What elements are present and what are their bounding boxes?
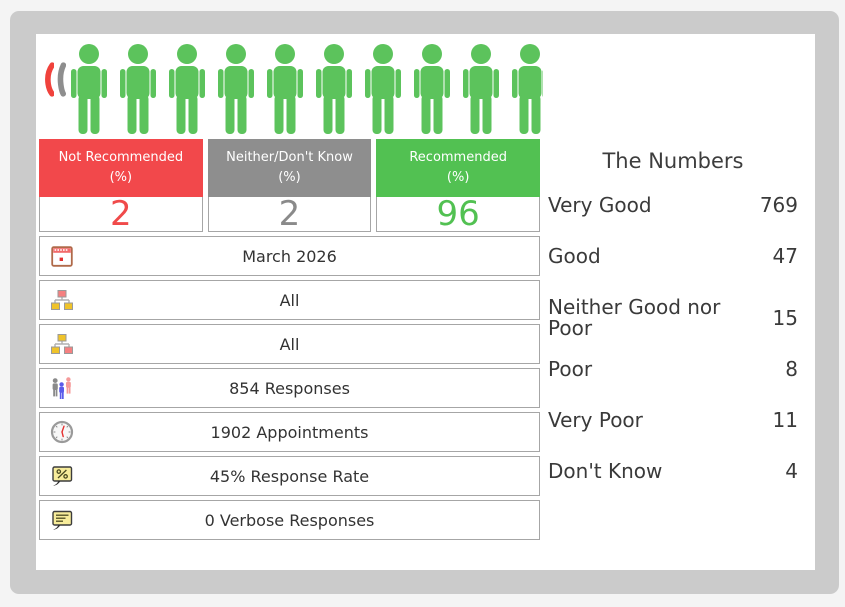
numbers-row-poor: Poor 8 (548, 359, 798, 380)
person-icon (267, 44, 303, 134)
summary-box-recommended: Recommended (%) 96 (376, 139, 540, 232)
person-icon (169, 44, 205, 134)
numbers-row-label: Good (548, 244, 601, 268)
stat-row-response-rate: 45% Response Rate (39, 456, 540, 496)
numbers-row-label: Very Poor (548, 408, 643, 432)
summary-label: Not Recommended (58, 150, 184, 165)
numbers-row-value: 769 (759, 193, 798, 217)
dashboard-card: Not Recommended (%) 2 Neither/Don't Know… (10, 11, 839, 594)
summary-value-neither: 2 (207, 197, 372, 232)
numbers-row-dont-know: Don't Know 4 (548, 461, 798, 482)
person-icon (463, 44, 499, 134)
summary-box-not-recommended: Not Recommended (%) 2 (39, 139, 203, 232)
numbers-row-value: 47 (772, 244, 798, 268)
org-chart-down-icon (50, 288, 74, 312)
stat-row-verbose-responses-label: 0 Verbose Responses (204, 510, 375, 530)
numbers-row-value: 11 (772, 408, 798, 432)
filter-row-month-label: March 2026 (242, 246, 337, 266)
summary-unit: (%) (109, 170, 133, 185)
person-icon (512, 44, 543, 134)
numbers-row-value: 4 (785, 459, 798, 483)
stat-row-responses-label: 854 Responses (229, 378, 350, 398)
summary-header-recommended: Recommended (%) (376, 139, 540, 197)
summary-box-neither: Neither/Don't Know (%) 2 (207, 139, 372, 232)
dashboard-content: Not Recommended (%) 2 Neither/Don't Know… (36, 34, 815, 570)
clock-icon (50, 420, 74, 444)
person-icon (414, 44, 450, 134)
summary-label: Recommended (409, 150, 507, 165)
numbers-row-label: Very Good (548, 193, 652, 217)
summary-boxes: Not Recommended (%) 2 Neither/Don't Know… (39, 139, 540, 232)
stat-row-appointments: 1902 Appointments (39, 412, 540, 452)
numbers-row-good: Good 47 (548, 246, 798, 267)
person-icon (316, 44, 352, 134)
numbers-panel: The Numbers Very Good 769 Good 47 Neithe… (540, 34, 815, 570)
summary-label: Neither/Don't Know (226, 150, 353, 165)
pictograph (39, 34, 543, 134)
calendar-icon (50, 244, 74, 268)
filter-row-organisation-label: All (279, 290, 300, 310)
summary-value-not-recommended: 2 (39, 197, 203, 232)
summary-header-not-recommended: Not Recommended (%) (39, 139, 203, 197)
numbers-row-value: 8 (785, 357, 798, 381)
not-recommended-sliver-icon (45, 62, 54, 97)
numbers-row-neither: Neither Good nor Poor 15 (548, 297, 798, 339)
person-icon (218, 44, 254, 134)
neither-sliver-icon (57, 62, 66, 97)
numbers-panel-title: The Numbers (602, 149, 744, 173)
stat-row-response-rate-label: 45% Response Rate (209, 466, 370, 486)
recommended-persons (70, 34, 543, 134)
stat-row-appointments-label: 1902 Appointments (210, 422, 369, 442)
person-icon (71, 44, 107, 134)
numbers-row-very-poor: Very Poor 11 (548, 410, 798, 431)
filter-row-organisation[interactable]: All (39, 280, 540, 320)
stat-row-responses: 854 Responses (39, 368, 540, 408)
numbers-row-label: Neither Good nor Poor (548, 295, 721, 340)
numbers-row-label: Poor (548, 357, 593, 381)
org-chart-up-icon (50, 332, 74, 356)
numbers-row-very-good: Very Good 769 (548, 195, 798, 216)
numbers-row-value: 15 (772, 305, 798, 330)
person-icon (120, 44, 156, 134)
info-rows: March 2026 All (39, 236, 540, 540)
filter-row-team[interactable]: All (39, 324, 540, 364)
summary-header-neither: Neither/Don't Know (%) (207, 139, 372, 197)
numbers-row-label: Don't Know (548, 459, 663, 483)
person-icon (365, 44, 401, 134)
people-icon (50, 376, 74, 400)
comment-bubble-icon (50, 508, 74, 532)
filter-row-team-label: All (279, 334, 300, 354)
summary-value-recommended: 96 (376, 197, 540, 232)
percent-bubble-icon (50, 464, 74, 488)
filter-row-month[interactable]: March 2026 (39, 236, 540, 276)
summary-unit: (%) (446, 170, 470, 185)
stat-row-verbose-responses: 0 Verbose Responses (39, 500, 540, 540)
results-column: Not Recommended (%) 2 Neither/Don't Know… (36, 34, 543, 570)
summary-unit: (%) (278, 170, 301, 185)
